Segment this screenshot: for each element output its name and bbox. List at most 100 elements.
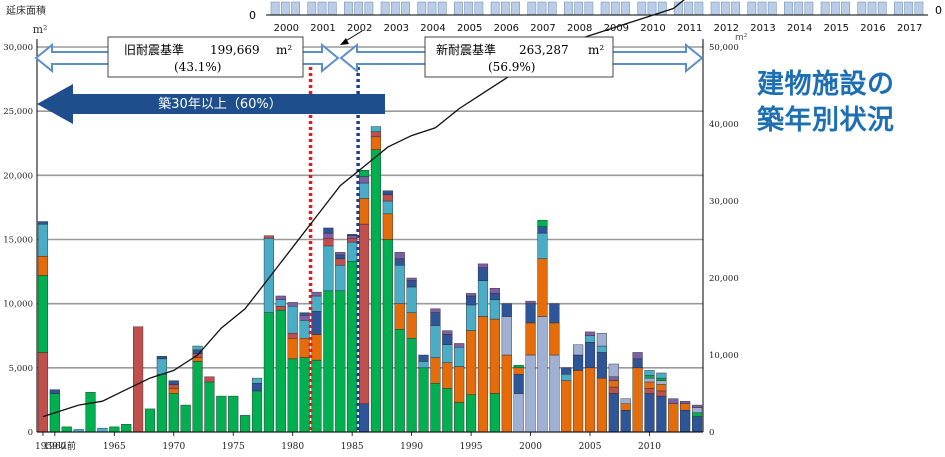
- x-tick-label: 1959以前: [35, 440, 76, 452]
- bar-segment: [358, 176, 370, 184]
- bar-segment: [584, 335, 596, 343]
- bar-segment: [644, 377, 655, 383]
- strip-bar: [600, 1, 610, 16]
- bar-segment: [644, 381, 655, 389]
- bar-segment: [168, 380, 179, 385]
- bar-segment: [489, 293, 500, 301]
- strip-year-label: 2009: [604, 23, 629, 34]
- bar-segment: [275, 295, 286, 301]
- top-strip: 0 0 2000 2001 2002 2003 2004 2005 2006 2007 2008…: [249, 0, 942, 43]
- strip-bar: [637, 1, 647, 16]
- bar-segment: [477, 263, 489, 268]
- bar-segment: [168, 388, 179, 394]
- bar-segment: [192, 357, 203, 362]
- strip-bar: [270, 1, 280, 16]
- bar-segment: [430, 383, 441, 433]
- bar-segment: [216, 395, 227, 433]
- strip-bar: [610, 1, 620, 16]
- bar-segment: [204, 381, 215, 433]
- strip-bar: [527, 1, 537, 16]
- strip-year-label: 2014: [787, 23, 812, 34]
- bar-segment: [347, 238, 358, 243]
- strip-bar: [390, 1, 400, 16]
- old-standard-annotation: 旧耐震基準 199,669 m² (43.1%): [34, 36, 340, 78]
- x-tick-label: 1985: [341, 442, 364, 452]
- cumulative-line: [42, 0, 685, 418]
- bar-segment: [323, 245, 334, 292]
- strip-year-label: 2002: [347, 23, 372, 34]
- strip-bar: [380, 1, 390, 16]
- pointer-arrow: [340, 30, 363, 45]
- over-30-arrow: [37, 84, 385, 124]
- bar-segment: [549, 322, 560, 356]
- bar-segment: [37, 275, 49, 353]
- bar-segment: [156, 374, 167, 433]
- bar-segment: [430, 308, 441, 313]
- bar-segment: [144, 408, 156, 433]
- bar-segment: [394, 264, 405, 304]
- bar-segment: [347, 261, 358, 433]
- bar-segment: [370, 126, 382, 132]
- bar-segment: [251, 383, 263, 392]
- bar-segment: [489, 288, 500, 294]
- bar-segment: [370, 131, 382, 138]
- bar-segment: [561, 380, 572, 433]
- strip-year-label: 2011: [677, 23, 702, 34]
- bar-segment: [537, 220, 548, 227]
- bar-segment: [133, 326, 144, 433]
- strip-bar: [327, 1, 337, 16]
- bar-segment: [584, 341, 596, 369]
- strip-bar: [500, 1, 510, 16]
- bar-segment: [358, 182, 370, 199]
- bar-segment: [632, 358, 643, 369]
- strip-year-label: 2003: [384, 23, 409, 34]
- strip-bar: [574, 1, 584, 16]
- bar-segment: [358, 223, 370, 404]
- strip-year-label: 2004: [420, 23, 445, 34]
- y-tick-label: 30,000: [3, 43, 33, 53]
- bar-segment: [263, 312, 274, 433]
- bar-segment: [358, 198, 370, 225]
- bar-segment: [668, 403, 679, 433]
- bar-segment: [644, 393, 655, 433]
- bar-segment: [168, 384, 179, 389]
- strip-zero-left: 0: [249, 9, 256, 22]
- bar-segment: [442, 344, 453, 363]
- bar-segment: [537, 316, 548, 433]
- bar-segment: [347, 241, 358, 262]
- bar-segment: [573, 354, 584, 371]
- bar-segment: [49, 389, 60, 394]
- y-axis-unit: m²: [33, 23, 48, 36]
- bar-segment: [489, 299, 500, 320]
- bar-segment: [287, 302, 298, 307]
- bar-segment: [418, 354, 429, 362]
- bar-segment: [382, 239, 393, 433]
- bar-segment: [406, 312, 417, 339]
- bar-segment: [656, 395, 667, 433]
- bar-segment: [311, 311, 322, 335]
- strip-year-label: 2013: [750, 23, 775, 34]
- strip-year-label: 2008: [567, 23, 592, 34]
- old-standard-value: 199,669: [210, 43, 260, 57]
- bar-segment: [37, 223, 49, 257]
- strip-bar: [794, 1, 804, 16]
- bar-segment: [299, 312, 310, 316]
- bar-segment: [275, 309, 286, 433]
- strip-year-label: 2000: [274, 23, 299, 34]
- side-title-line2: 築年別状況: [757, 105, 895, 136]
- strip-bar: [694, 1, 704, 16]
- bar-segment: [323, 227, 334, 234]
- strip-bar: [804, 1, 814, 16]
- bar-segment: [525, 322, 536, 356]
- bar-segment: [561, 367, 572, 375]
- bar-segment: [263, 235, 274, 239]
- bar-segment: [358, 169, 370, 177]
- bar-segment: [584, 367, 596, 433]
- x-tick-label: 1975: [222, 442, 245, 452]
- strip-bar: [820, 1, 830, 16]
- bar-segment: [311, 295, 322, 312]
- bar-segment: [192, 345, 203, 351]
- bar-segment: [573, 370, 584, 433]
- bar-segment: [382, 213, 393, 240]
